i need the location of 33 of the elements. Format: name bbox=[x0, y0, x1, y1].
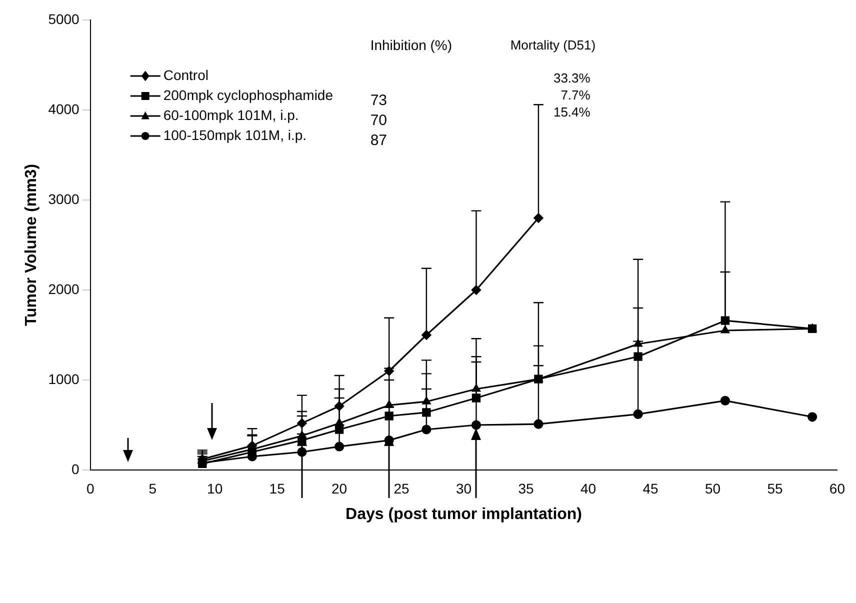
annotation: 73 bbox=[370, 92, 388, 110]
legend-label: 60-100mpk 101M, i.p. bbox=[163, 106, 299, 123]
x-tick-label: 50 bbox=[704, 480, 721, 496]
x-tick-label: 55 bbox=[767, 480, 783, 496]
x-tick-label: 0 bbox=[86, 480, 94, 496]
x-tick-label: 25 bbox=[394, 480, 410, 496]
x-tick-label: 15 bbox=[269, 480, 286, 496]
y-tick-label: 4000 bbox=[48, 100, 80, 117]
x-tick-label: 30 bbox=[456, 480, 472, 496]
y-axis-title: Tumor Volume (mm3) bbox=[23, 164, 40, 326]
y-tick-label: 2000 bbox=[48, 280, 80, 297]
x-tick-label: 40 bbox=[580, 480, 596, 496]
y-tick-label: 5000 bbox=[48, 10, 80, 27]
x-tick-label: 35 bbox=[518, 480, 534, 496]
y-tick-label: 0 bbox=[72, 460, 80, 477]
x-tick-label: 60 bbox=[829, 480, 846, 496]
y-tick-label: 1000 bbox=[48, 370, 80, 387]
x-tick-label: 20 bbox=[332, 480, 348, 496]
annotation: 33.3% bbox=[553, 70, 591, 86]
legend-label: 100-150mpk 101M, i.p. bbox=[163, 126, 307, 143]
annotation: 70 bbox=[370, 112, 388, 130]
annotation: 87 bbox=[370, 132, 388, 150]
x-tick-label: 10 bbox=[207, 480, 223, 496]
x-tick-label: 5 bbox=[148, 480, 157, 496]
x-tick-label: 45 bbox=[642, 480, 658, 496]
annotation: Inhibition (%) bbox=[370, 36, 452, 53]
y-tick-label: 3000 bbox=[48, 190, 80, 207]
annotation: 15.4% bbox=[553, 104, 591, 120]
annotation: 7.7% bbox=[560, 88, 591, 103]
legend-label: 200mpk cyclophosphamide bbox=[163, 86, 334, 103]
x-axis-title: Days (post tumor implantation) bbox=[346, 506, 582, 523]
annotation: Mortality (D51) bbox=[510, 38, 596, 53]
legend-label: Control bbox=[163, 66, 208, 83]
